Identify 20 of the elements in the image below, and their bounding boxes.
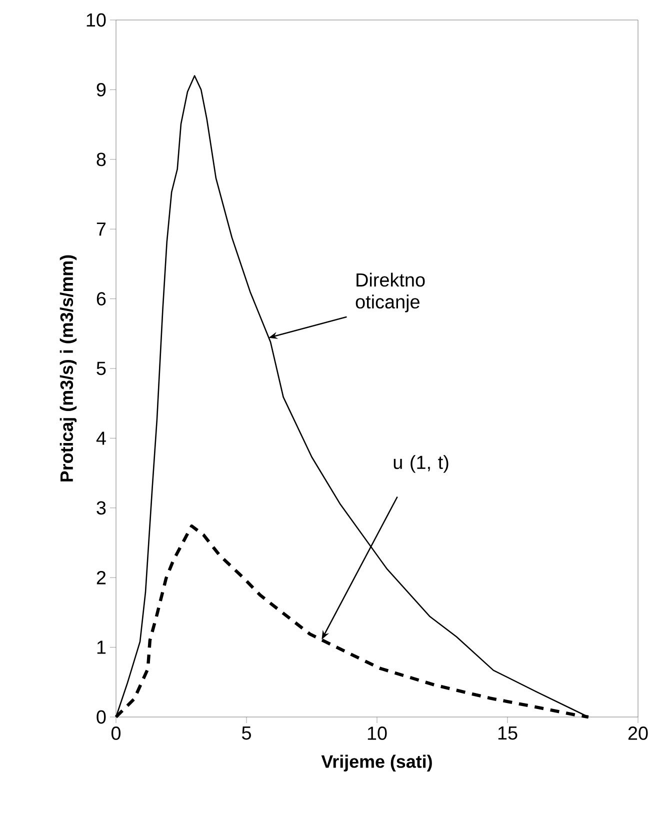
y-tick-label: 8 — [96, 152, 106, 166]
y-tick-label: 4 — [96, 432, 106, 445]
y-axis-title: Proticaj (m3/s) i (m3/s/mm) — [60, 255, 77, 482]
annotation: u (1, t) — [394, 455, 448, 473]
y-tick-label: 3 — [96, 501, 106, 515]
y-tick-label: 5 — [96, 362, 106, 376]
x-tick-label: 5 — [242, 726, 251, 740]
y-tick-label: 2 — [96, 570, 106, 584]
x-tick-label: 15 — [498, 726, 518, 740]
y-tick-label: 6 — [96, 292, 106, 306]
y-tick-label: 10 — [86, 13, 106, 27]
x-tick-label: 0 — [111, 726, 121, 740]
x-axis-title: Vrijeme (sati) — [321, 754, 432, 772]
x-tick-label: 20 — [628, 726, 648, 740]
y-tick-label: 9 — [96, 82, 106, 96]
x-tick-label: 10 — [368, 726, 387, 740]
y-tick-label: 7 — [96, 222, 106, 236]
y-tick-label: 1 — [97, 640, 106, 654]
annotation: Direktno oticanje — [356, 272, 425, 312]
y-tick-label: 0 — [96, 710, 106, 724]
